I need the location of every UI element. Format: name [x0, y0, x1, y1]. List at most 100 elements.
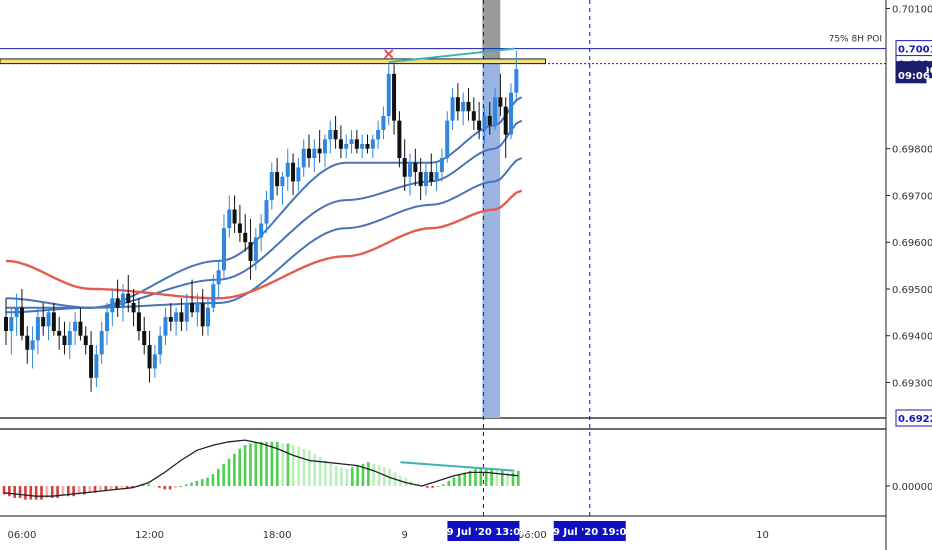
histogram-bar-92 — [495, 470, 499, 486]
histogram-bar-17 — [93, 486, 97, 493]
candle-72 — [386, 64, 391, 126]
candle-body — [253, 237, 258, 261]
histogram-bar-31 — [168, 486, 172, 490]
candlestick-series — [4, 50, 519, 392]
candle-19 — [105, 302, 110, 346]
price-tick-label-0: 0.70100 — [892, 4, 932, 15]
candle-1 — [9, 307, 14, 355]
candle-body — [110, 298, 115, 313]
candle-body — [408, 162, 413, 177]
candle-84 — [450, 87, 455, 130]
candle-64 — [344, 134, 349, 159]
osc-tick-label-0: 0.00000 — [892, 482, 932, 493]
histogram-bar-48 — [259, 441, 263, 486]
histogram-bar-84 — [452, 477, 456, 486]
candle-27 — [147, 331, 152, 383]
time-tick-label-0: 06:00 — [8, 530, 37, 541]
candle-body — [179, 312, 184, 322]
candle-60 — [322, 134, 327, 168]
candle-50 — [269, 162, 274, 210]
histogram-bar-63 — [340, 467, 343, 486]
candle-body — [392, 73, 397, 121]
candle-77 — [413, 148, 418, 187]
candle-body — [471, 111, 476, 121]
candle-body — [243, 232, 248, 243]
candle-body — [317, 148, 322, 154]
candle-75 — [402, 139, 407, 191]
candle-body — [174, 312, 179, 322]
candle-44 — [237, 204, 242, 243]
candle-body — [163, 317, 168, 336]
price-badge-3 — [895, 66, 927, 84]
histogram-bar-88 — [474, 469, 477, 486]
histogram-bar-43 — [233, 453, 236, 486]
candle-85 — [455, 83, 460, 121]
candle-body — [503, 106, 508, 135]
candle-0 — [4, 298, 8, 346]
candle-20 — [110, 288, 115, 327]
divergence-line-oscillator — [400, 461, 515, 472]
overlays: × 75% 8H POI — [382, 35, 882, 64]
candle-21 — [115, 279, 120, 318]
candle-89 — [477, 101, 482, 140]
candle-body — [312, 148, 317, 159]
histogram-bar-60 — [324, 460, 327, 486]
candle-body — [190, 302, 195, 313]
signal-line — [3, 439, 519, 497]
histogram-bar-51 — [275, 441, 279, 486]
candle-62 — [333, 115, 338, 149]
time-badge-label-0: 09 Jul '20 13:00 — [440, 527, 527, 538]
histogram-bar-68 — [367, 462, 370, 486]
candle-body — [25, 335, 30, 350]
candle-body — [83, 335, 88, 346]
histogram-bar-30 — [163, 486, 167, 490]
candle-body — [46, 312, 51, 327]
histogram-bar-36 — [195, 480, 199, 486]
histogram-bar-82 — [442, 484, 445, 486]
candle-body — [370, 139, 375, 149]
time-axis[interactable]: 06:00 12:00 18:00 9 06:00 10 09 Jul '20 13:00 0… — [8, 521, 769, 541]
histogram-bar-90 — [484, 469, 488, 486]
candle-body — [487, 115, 492, 126]
candle-body — [184, 302, 189, 322]
candle-52 — [280, 172, 285, 205]
candle-7 — [41, 302, 46, 336]
candle-body — [338, 139, 343, 149]
histogram-bar-45 — [243, 445, 247, 486]
histogram-bar-69 — [372, 463, 375, 486]
histogram-bar-28 — [152, 486, 156, 487]
candle-79 — [423, 162, 428, 196]
candle-body — [19, 307, 24, 336]
histogram-bar-21 — [115, 486, 118, 490]
histogram-bar-10 — [56, 486, 59, 498]
candle-body — [269, 172, 274, 201]
histogram-bar-12 — [66, 486, 70, 497]
histogram-bar-14 — [77, 486, 81, 495]
time-tick-label-1: 12:00 — [135, 530, 164, 541]
candle-body — [35, 317, 40, 341]
candle-body — [120, 293, 125, 308]
candle-30 — [163, 307, 168, 346]
histogram-bar-47 — [254, 441, 258, 486]
candle-74 — [397, 111, 402, 168]
candle-28 — [152, 345, 157, 378]
candle-65 — [349, 129, 354, 154]
candle-body — [62, 335, 67, 346]
histogram-bar-0 — [2, 486, 6, 495]
histogram-bar-26 — [141, 484, 145, 486]
candle-88 — [471, 97, 476, 130]
candle-body — [51, 312, 56, 332]
candle-body — [158, 335, 163, 355]
candle-body — [429, 172, 434, 182]
candle-body — [466, 101, 471, 112]
candle-95 — [509, 83, 514, 140]
candle-45 — [243, 214, 248, 252]
candle-body — [514, 69, 519, 93]
candle-body — [14, 307, 19, 318]
price-axis[interactable]: 0.70100 0.69800 0.69700 0.69600 0.69500 0.694… — [886, 4, 932, 493]
candle-body — [9, 317, 14, 332]
histogram-bar-15 — [83, 486, 86, 495]
candle-body — [136, 312, 141, 332]
